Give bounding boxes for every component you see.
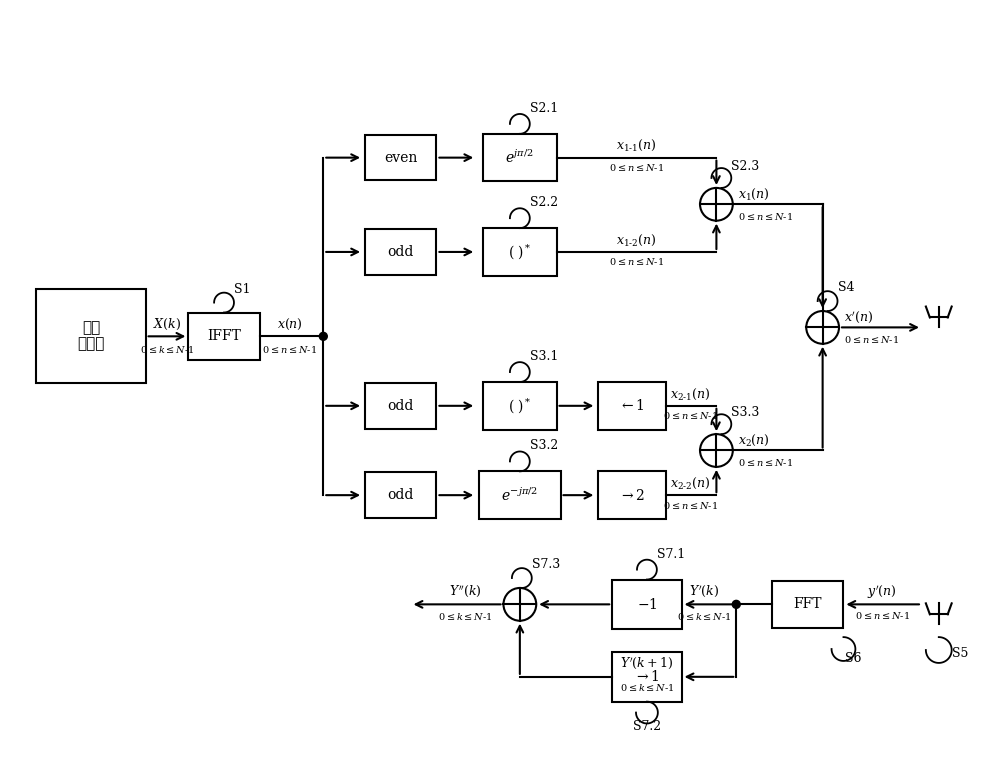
- Text: $0{\leq}n{\leq}N$-$1$: $0{\leq}n{\leq}N$-$1$: [609, 162, 663, 173]
- Text: S7.2: S7.2: [633, 720, 661, 733]
- Circle shape: [732, 600, 740, 608]
- Text: $x_{2\text{-}1}(n)$: $x_{2\text{-}1}(n)$: [670, 387, 711, 402]
- Text: $Y'(k+1)$: $Y'(k+1)$: [620, 655, 674, 670]
- Text: 序列
发生器: 序列 发生器: [77, 321, 105, 352]
- Bar: [365, 383, 436, 428]
- Bar: [483, 134, 557, 181]
- Text: $0{\leq}n{\leq}N$-$1$: $0{\leq}n{\leq}N$-$1$: [738, 457, 793, 468]
- Text: $\leftarrow1$: $\leftarrow1$: [619, 398, 645, 413]
- Text: $0{\leq}n{\leq}N$-$1$: $0{\leq}n{\leq}N$-$1$: [609, 256, 663, 267]
- Text: S3.2: S3.2: [530, 439, 558, 452]
- Bar: [188, 313, 260, 360]
- Text: $0{\leq}k{\leq}N$-$1$: $0{\leq}k{\leq}N$-$1$: [438, 611, 493, 622]
- Bar: [772, 581, 843, 628]
- Text: $x_{1\text{-}2}(n)$: $x_{1\text{-}2}(n)$: [616, 232, 656, 247]
- Text: $Y'(k)$: $Y'(k)$: [689, 584, 720, 599]
- Bar: [612, 652, 682, 702]
- Text: S7.3: S7.3: [532, 558, 560, 572]
- Text: odd: odd: [388, 245, 414, 259]
- Text: IFFT: IFFT: [207, 330, 241, 343]
- Bar: [483, 382, 557, 430]
- Bar: [365, 473, 436, 518]
- Text: $0{\leq}n{\leq}N$-$1$: $0{\leq}n{\leq}N$-$1$: [738, 211, 793, 221]
- Text: S3.3: S3.3: [731, 406, 760, 419]
- Text: S1: S1: [234, 283, 250, 296]
- Text: $(\;)^*$: $(\;)^*$: [508, 396, 531, 416]
- Text: $\rightarrow1$: $\rightarrow1$: [634, 670, 660, 684]
- Text: FFT: FFT: [793, 597, 822, 611]
- Text: $y'(n)$: $y'(n)$: [867, 584, 897, 601]
- Text: S2.2: S2.2: [530, 196, 558, 209]
- Bar: [598, 382, 666, 430]
- Text: $x_{2\text{-}2}(n)$: $x_{2\text{-}2}(n)$: [670, 476, 711, 491]
- Bar: [612, 580, 682, 629]
- Text: S4: S4: [838, 281, 854, 295]
- Text: $0{\leq}n{\leq}N$-$1$: $0{\leq}n{\leq}N$-$1$: [663, 499, 718, 511]
- Text: S2.3: S2.3: [731, 160, 760, 173]
- Text: $0{\leq}n{\leq}N$-$1$: $0{\leq}n{\leq}N$-$1$: [663, 410, 718, 422]
- Text: $x(n)$: $x(n)$: [277, 317, 303, 332]
- Text: S6: S6: [845, 652, 862, 665]
- Text: S7.1: S7.1: [657, 548, 685, 561]
- Text: $x_1(n)$: $x_1(n)$: [738, 186, 770, 202]
- Text: $0{\leq}k{\leq}N$-$1$: $0{\leq}k{\leq}N$-$1$: [620, 683, 674, 693]
- Text: $x_{1\text{-}1}(n)$: $x_{1\text{-}1}(n)$: [616, 139, 656, 153]
- Text: $x'(n)$: $x'(n)$: [844, 310, 874, 325]
- Text: $\rightarrow2$: $\rightarrow2$: [619, 488, 645, 503]
- Text: $0{\leq}k{\leq}N$-$1$: $0{\leq}k{\leq}N$-$1$: [677, 611, 732, 622]
- Text: $0{\leq}n{\leq}N$-$1$: $0{\leq}n{\leq}N$-$1$: [844, 334, 899, 345]
- Text: $Y''(k)$: $Y''(k)$: [449, 584, 482, 599]
- Text: $(\;)^*$: $(\;)^*$: [508, 243, 531, 262]
- Text: $0{\leq}n{\leq}N$-$1$: $0{\leq}n{\leq}N$-$1$: [855, 610, 910, 621]
- Bar: [483, 228, 557, 275]
- Text: even: even: [384, 151, 417, 164]
- Bar: [479, 471, 561, 519]
- Bar: [365, 229, 436, 275]
- Text: $-1$: $-1$: [637, 597, 657, 612]
- Text: odd: odd: [388, 488, 414, 502]
- Text: $0{\leq}n{\leq}N$-$1$: $0{\leq}n{\leq}N$-$1$: [262, 344, 317, 355]
- Text: $x_2(n)$: $x_2(n)$: [738, 433, 770, 448]
- Text: odd: odd: [388, 399, 414, 412]
- Bar: [598, 471, 666, 519]
- Bar: [365, 135, 436, 180]
- Text: S2.1: S2.1: [530, 101, 558, 114]
- Text: $e^{j\pi/2}$: $e^{j\pi/2}$: [505, 149, 534, 167]
- Circle shape: [319, 333, 327, 340]
- Text: $e^{-j\pi/2}$: $e^{-j\pi/2}$: [501, 486, 538, 504]
- Text: S3.1: S3.1: [530, 349, 558, 363]
- Text: $0{\leq}k{\leq}N$-$1$: $0{\leq}k{\leq}N$-$1$: [140, 344, 194, 355]
- Text: $X(k)$: $X(k)$: [153, 317, 181, 332]
- Text: S5: S5: [952, 648, 968, 661]
- Bar: [36, 289, 146, 384]
